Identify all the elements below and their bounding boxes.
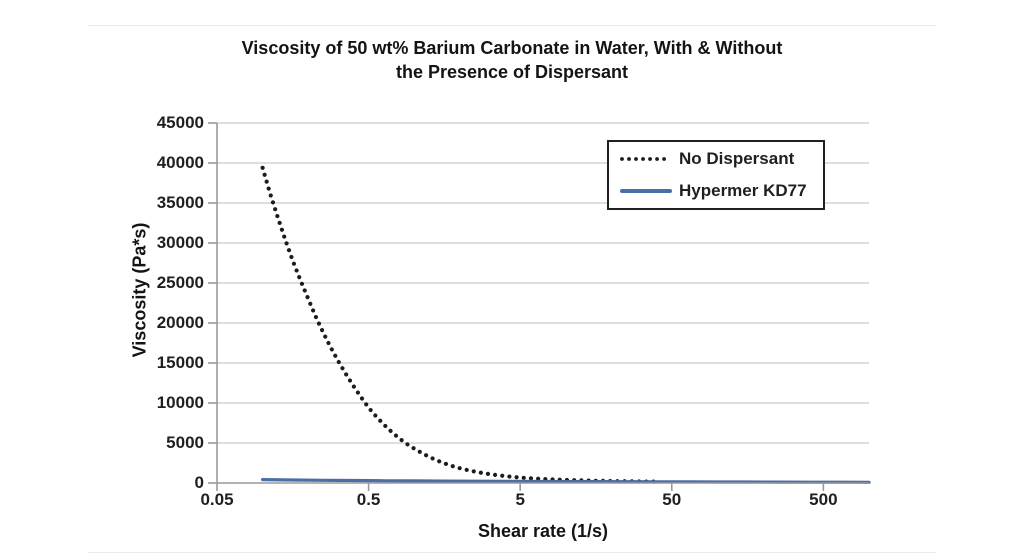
x-tick-label: 0.05	[200, 490, 234, 509]
y-tick-label: 35000	[156, 193, 204, 212]
x-tick-label: 5	[515, 490, 525, 509]
y-tick-label: 40000	[156, 153, 204, 172]
chart-title: Viscosity of 50 wt% Barium Carbonate in …	[0, 36, 1024, 84]
dotted-line-sample-icon	[620, 157, 672, 162]
legend-label-hypermer: Hypermer KD77	[679, 180, 807, 200]
x-axis-title: Shear rate (1/s)	[477, 521, 609, 541]
solid-line-sample-icon	[620, 188, 672, 193]
series-hypermer-kd77	[261, 478, 871, 484]
x-tick-label: 0.5	[356, 490, 381, 509]
legend-label-no-dispersant: No Dispersant	[679, 149, 795, 169]
x-tick-label: 50	[662, 490, 682, 509]
legend: No Dispersant Hypermer KD77	[607, 140, 825, 210]
figure-bottom-border	[88, 552, 936, 553]
y-tick-label: 15000	[156, 353, 204, 372]
figure-top-border	[88, 25, 936, 26]
chart-title-line-1: Viscosity of 50 wt% Barium Carbonate in …	[241, 38, 783, 58]
y-tick-label: 0	[194, 473, 204, 492]
y-tick-label: 10000	[156, 393, 204, 412]
chart-title-line-2: the Presence of Dispersant	[395, 62, 629, 82]
y-tick-label: 30000	[156, 233, 204, 252]
legend-item-hypermer: Hypermer KD77	[609, 177, 823, 205]
legend-item-no-dispersant: No Dispersant	[609, 145, 823, 173]
y-tick-label: 45000	[156, 113, 204, 132]
y-tick-label: 25000	[156, 273, 204, 292]
x-tick-label: 500	[809, 490, 838, 509]
series-no-dispersant	[260, 165, 659, 484]
y-tick-label: 5000	[166, 433, 204, 452]
y-tick-label: 20000	[156, 313, 204, 332]
